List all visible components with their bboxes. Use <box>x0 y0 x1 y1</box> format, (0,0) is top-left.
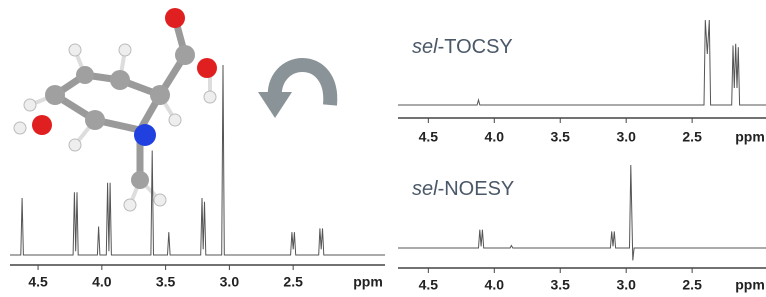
x-tick-label: 3.5 <box>551 129 571 145</box>
x-tick-label: 3.0 <box>616 277 636 293</box>
x-tick-label: 4.5 <box>419 129 439 145</box>
x-tick-label: 4.5 <box>28 274 48 290</box>
panel-title: sel-NOESY <box>412 178 514 200</box>
x-axis-label: ppm <box>735 129 765 145</box>
x-tick-label: 2.5 <box>682 277 702 293</box>
x-tick-label: 3.5 <box>551 277 571 293</box>
spectrum-line <box>398 20 766 105</box>
x-tick-label: 4.0 <box>92 274 112 290</box>
x-tick-label: 3.0 <box>220 274 240 290</box>
x-tick-label: 3.0 <box>616 129 636 145</box>
x-tick-label: 2.5 <box>283 274 303 290</box>
molecule <box>14 8 217 211</box>
x-tick-label: 4.0 <box>485 277 505 293</box>
x-axis-label: ppm <box>353 274 383 290</box>
figure: sel-TOCSY sel-NOESY 4.5 4.0 3.5 3.0 2.5 ppm 4.… <box>0 0 766 297</box>
panel-title: sel-TOCSY <box>412 36 513 58</box>
x-tick-label: 4.0 <box>485 129 505 145</box>
x-axis-label: ppm <box>735 277 765 293</box>
x-tick-label: 3.5 <box>156 274 176 290</box>
x-tick-label: 2.5 <box>682 129 702 145</box>
curved-arrow <box>258 65 330 118</box>
x-tick-label: 4.5 <box>419 277 439 293</box>
